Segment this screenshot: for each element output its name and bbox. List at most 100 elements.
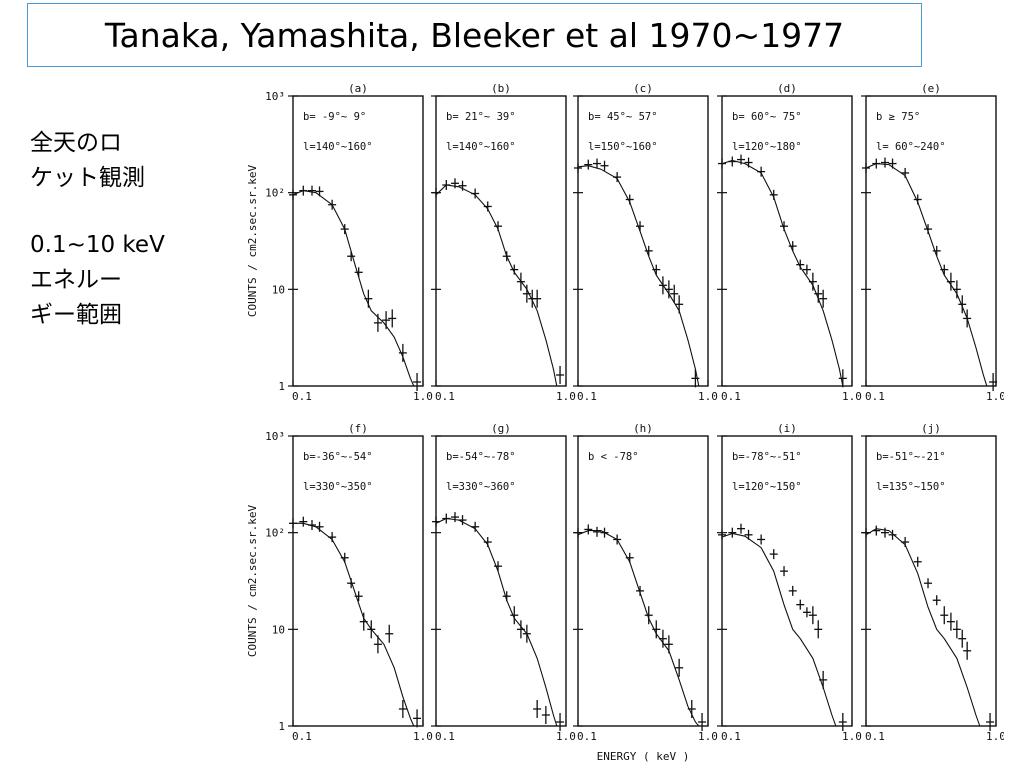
data-point	[483, 537, 492, 548]
longitude-range: l=330°∼350°	[303, 481, 373, 493]
x-tick-label: 1.0	[556, 730, 576, 743]
panel-j: 0.1 1.0 (j) b=-51°∼-21° l=135°∼150°	[861, 422, 1004, 743]
data-point	[299, 516, 308, 527]
panel-frame	[292, 435, 424, 727]
data-point	[802, 264, 811, 275]
panel-frame	[721, 435, 853, 727]
side-line: ギー範囲	[30, 302, 122, 328]
model-curve	[721, 532, 837, 727]
data-point	[315, 521, 324, 532]
data-point	[963, 309, 972, 328]
x-tick-label: 1.0	[986, 730, 1004, 743]
side-notes: 全天のロ ケット観測 0.1~10 keV エネルー ギー範囲	[30, 126, 220, 333]
data-point	[522, 284, 531, 303]
data-point	[769, 549, 778, 560]
spacer	[30, 196, 220, 228]
latitude-range: b=-51°∼-21°	[876, 451, 946, 463]
panel-frame	[865, 95, 997, 387]
data-point	[819, 289, 828, 308]
data-point	[698, 712, 707, 731]
data-point	[299, 185, 308, 196]
data-point	[924, 578, 933, 589]
x-tick-label: 1.0	[842, 730, 862, 743]
data-point	[613, 172, 622, 183]
latitude-range: b= 60°∼ 75°	[732, 111, 802, 123]
title-box: Tanaka, Yamashita, Bleeker et al 1970~19…	[27, 3, 922, 67]
data-point	[516, 620, 525, 639]
longitude-range: l=135°∼150°	[876, 481, 946, 493]
panel-i: 0.1 1.0 (i) b=-78°∼-51° l=120°∼150°	[717, 422, 862, 743]
slide-title: Tanaka, Yamashita, Bleeker et al 1970~19…	[104, 15, 845, 55]
data-point	[901, 167, 910, 178]
model-curve	[865, 528, 981, 727]
x-tick-label: 1.0	[698, 730, 718, 743]
data-point	[687, 699, 696, 718]
x-tick-label: 0.1	[865, 390, 885, 403]
data-point	[458, 180, 467, 191]
data-point	[932, 245, 941, 256]
panel-a: 0.1 1.0 (a) b= -9°∼ 9° l=140°∼160°	[288, 82, 433, 403]
data-point	[691, 369, 700, 388]
data-point	[592, 526, 601, 537]
data-point	[946, 612, 955, 631]
data-point	[670, 284, 679, 303]
data-point	[340, 552, 349, 563]
data-point	[450, 512, 459, 523]
y-axis-label: COUNTS / cm2.sec.sr.keV	[246, 164, 259, 317]
data-point	[289, 189, 297, 200]
data-point	[780, 566, 789, 577]
x-tick-label: 1.0	[986, 390, 1004, 403]
data-point	[932, 595, 941, 606]
data-point	[367, 620, 376, 639]
latitude-range: b=-36°∼-54°	[303, 451, 373, 463]
data-point	[664, 635, 673, 654]
data-point	[963, 641, 972, 660]
data-point	[600, 527, 609, 538]
data-point	[958, 295, 967, 314]
panel-d: 0.1 1.0 (d) b= 60°∼ 75° l=120°∼180°	[717, 82, 862, 403]
data-point	[636, 585, 645, 596]
data-point	[862, 527, 870, 538]
data-point	[872, 525, 881, 536]
longitude-range: l= 60°∼240°	[876, 141, 946, 153]
latitude-range: b= 45°∼ 57°	[588, 111, 658, 123]
data-point	[502, 591, 511, 602]
panel-label: (c)	[633, 82, 653, 95]
model-curve	[435, 184, 558, 387]
x-tick-label: 1.0	[413, 730, 433, 743]
data-point	[471, 188, 480, 199]
data-point	[574, 527, 582, 538]
data-point	[644, 606, 653, 625]
data-point	[398, 343, 407, 362]
model-curve	[865, 163, 988, 387]
data-point	[819, 670, 828, 689]
data-point	[373, 635, 382, 654]
data-point	[533, 289, 542, 308]
data-point	[757, 534, 766, 545]
model-curve	[435, 517, 558, 727]
data-point	[796, 259, 805, 270]
data-point	[522, 624, 531, 643]
panel-label: (g)	[491, 422, 511, 435]
data-point	[728, 527, 737, 538]
model-curve	[577, 165, 700, 387]
spectra-figure: 0.1 1.0(a)b= -9°∼ 9°l=140°∼160°0.1 1.0(b)b…	[246, 82, 1004, 763]
data-point	[315, 186, 324, 197]
data-point	[736, 523, 745, 534]
y-tick-label: 1	[278, 380, 285, 393]
panel-label: (a)	[348, 82, 368, 95]
panel-frame	[577, 95, 709, 387]
x-tick-label: 0.1	[292, 730, 312, 743]
data-point	[644, 245, 653, 256]
y-tick-label: 10²	[265, 187, 285, 200]
data-point	[413, 372, 422, 391]
data-point	[913, 556, 922, 567]
data-point	[888, 158, 897, 169]
data-point	[913, 194, 922, 205]
panel-c: 0.1 1.0 (c) b= 45°∼ 57° l=150°∼160°	[573, 82, 718, 403]
panel-frame	[577, 435, 709, 727]
x-tick-label: 0.1	[721, 730, 741, 743]
data-point	[533, 699, 542, 718]
data-point	[413, 709, 422, 728]
y-tick-label: 10	[272, 283, 285, 296]
